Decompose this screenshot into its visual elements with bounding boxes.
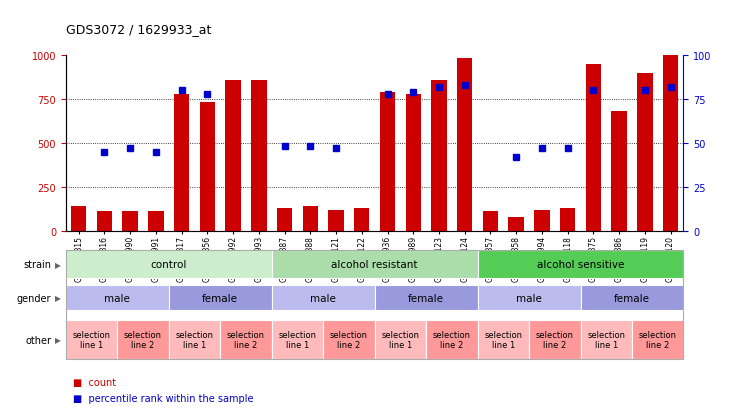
Bar bbox=[96, 212, 112, 231]
Bar bbox=[71, 206, 86, 231]
Text: selection
line 1: selection line 1 bbox=[382, 330, 420, 349]
Text: ▶: ▶ bbox=[55, 294, 61, 303]
Bar bbox=[406, 95, 421, 231]
Bar bbox=[586, 64, 601, 231]
Bar bbox=[200, 103, 215, 231]
Text: other: other bbox=[25, 335, 51, 345]
Bar bbox=[534, 210, 550, 231]
Bar bbox=[611, 112, 627, 231]
Text: selection
line 1: selection line 1 bbox=[175, 330, 213, 349]
Bar bbox=[637, 74, 653, 231]
Text: female: female bbox=[614, 293, 650, 303]
Text: selection
line 2: selection line 2 bbox=[124, 330, 162, 349]
Bar bbox=[663, 56, 678, 231]
Text: ▶: ▶ bbox=[55, 335, 61, 344]
Text: alcohol sensitive: alcohol sensitive bbox=[537, 260, 624, 270]
Text: alcohol resistant: alcohol resistant bbox=[331, 260, 418, 270]
Bar bbox=[225, 80, 240, 231]
Bar bbox=[380, 93, 395, 231]
Text: selection
line 2: selection line 2 bbox=[536, 330, 574, 349]
Bar bbox=[251, 81, 267, 231]
Bar bbox=[457, 58, 472, 231]
Bar bbox=[303, 206, 318, 231]
Text: gender: gender bbox=[17, 293, 51, 303]
Bar bbox=[560, 209, 575, 231]
Bar bbox=[328, 210, 344, 231]
Text: male: male bbox=[516, 293, 542, 303]
Text: selection
line 2: selection line 2 bbox=[330, 330, 368, 349]
Bar bbox=[482, 211, 499, 231]
Text: selection
line 2: selection line 2 bbox=[639, 330, 677, 349]
Bar bbox=[277, 209, 292, 231]
Text: selection
line 1: selection line 1 bbox=[279, 330, 317, 349]
Text: ▶: ▶ bbox=[55, 260, 61, 269]
Text: control: control bbox=[151, 260, 187, 270]
Text: selection
line 2: selection line 2 bbox=[227, 330, 265, 349]
Bar bbox=[431, 80, 447, 231]
Bar bbox=[354, 209, 369, 231]
Text: female: female bbox=[202, 293, 238, 303]
Text: ■  count: ■ count bbox=[73, 377, 116, 387]
Text: selection
line 1: selection line 1 bbox=[72, 330, 110, 349]
Text: strain: strain bbox=[23, 260, 51, 270]
Bar bbox=[148, 211, 164, 231]
Text: ■  percentile rank within the sample: ■ percentile rank within the sample bbox=[73, 393, 254, 403]
Text: female: female bbox=[408, 293, 444, 303]
Text: selection
line 1: selection line 1 bbox=[485, 330, 523, 349]
Text: male: male bbox=[310, 293, 336, 303]
Bar bbox=[174, 95, 189, 231]
Bar bbox=[122, 212, 138, 231]
Bar bbox=[509, 217, 524, 231]
Text: GDS3072 / 1629933_at: GDS3072 / 1629933_at bbox=[66, 23, 211, 36]
Text: male: male bbox=[105, 293, 130, 303]
Text: selection
line 1: selection line 1 bbox=[587, 330, 625, 349]
Text: selection
line 2: selection line 2 bbox=[433, 330, 471, 349]
